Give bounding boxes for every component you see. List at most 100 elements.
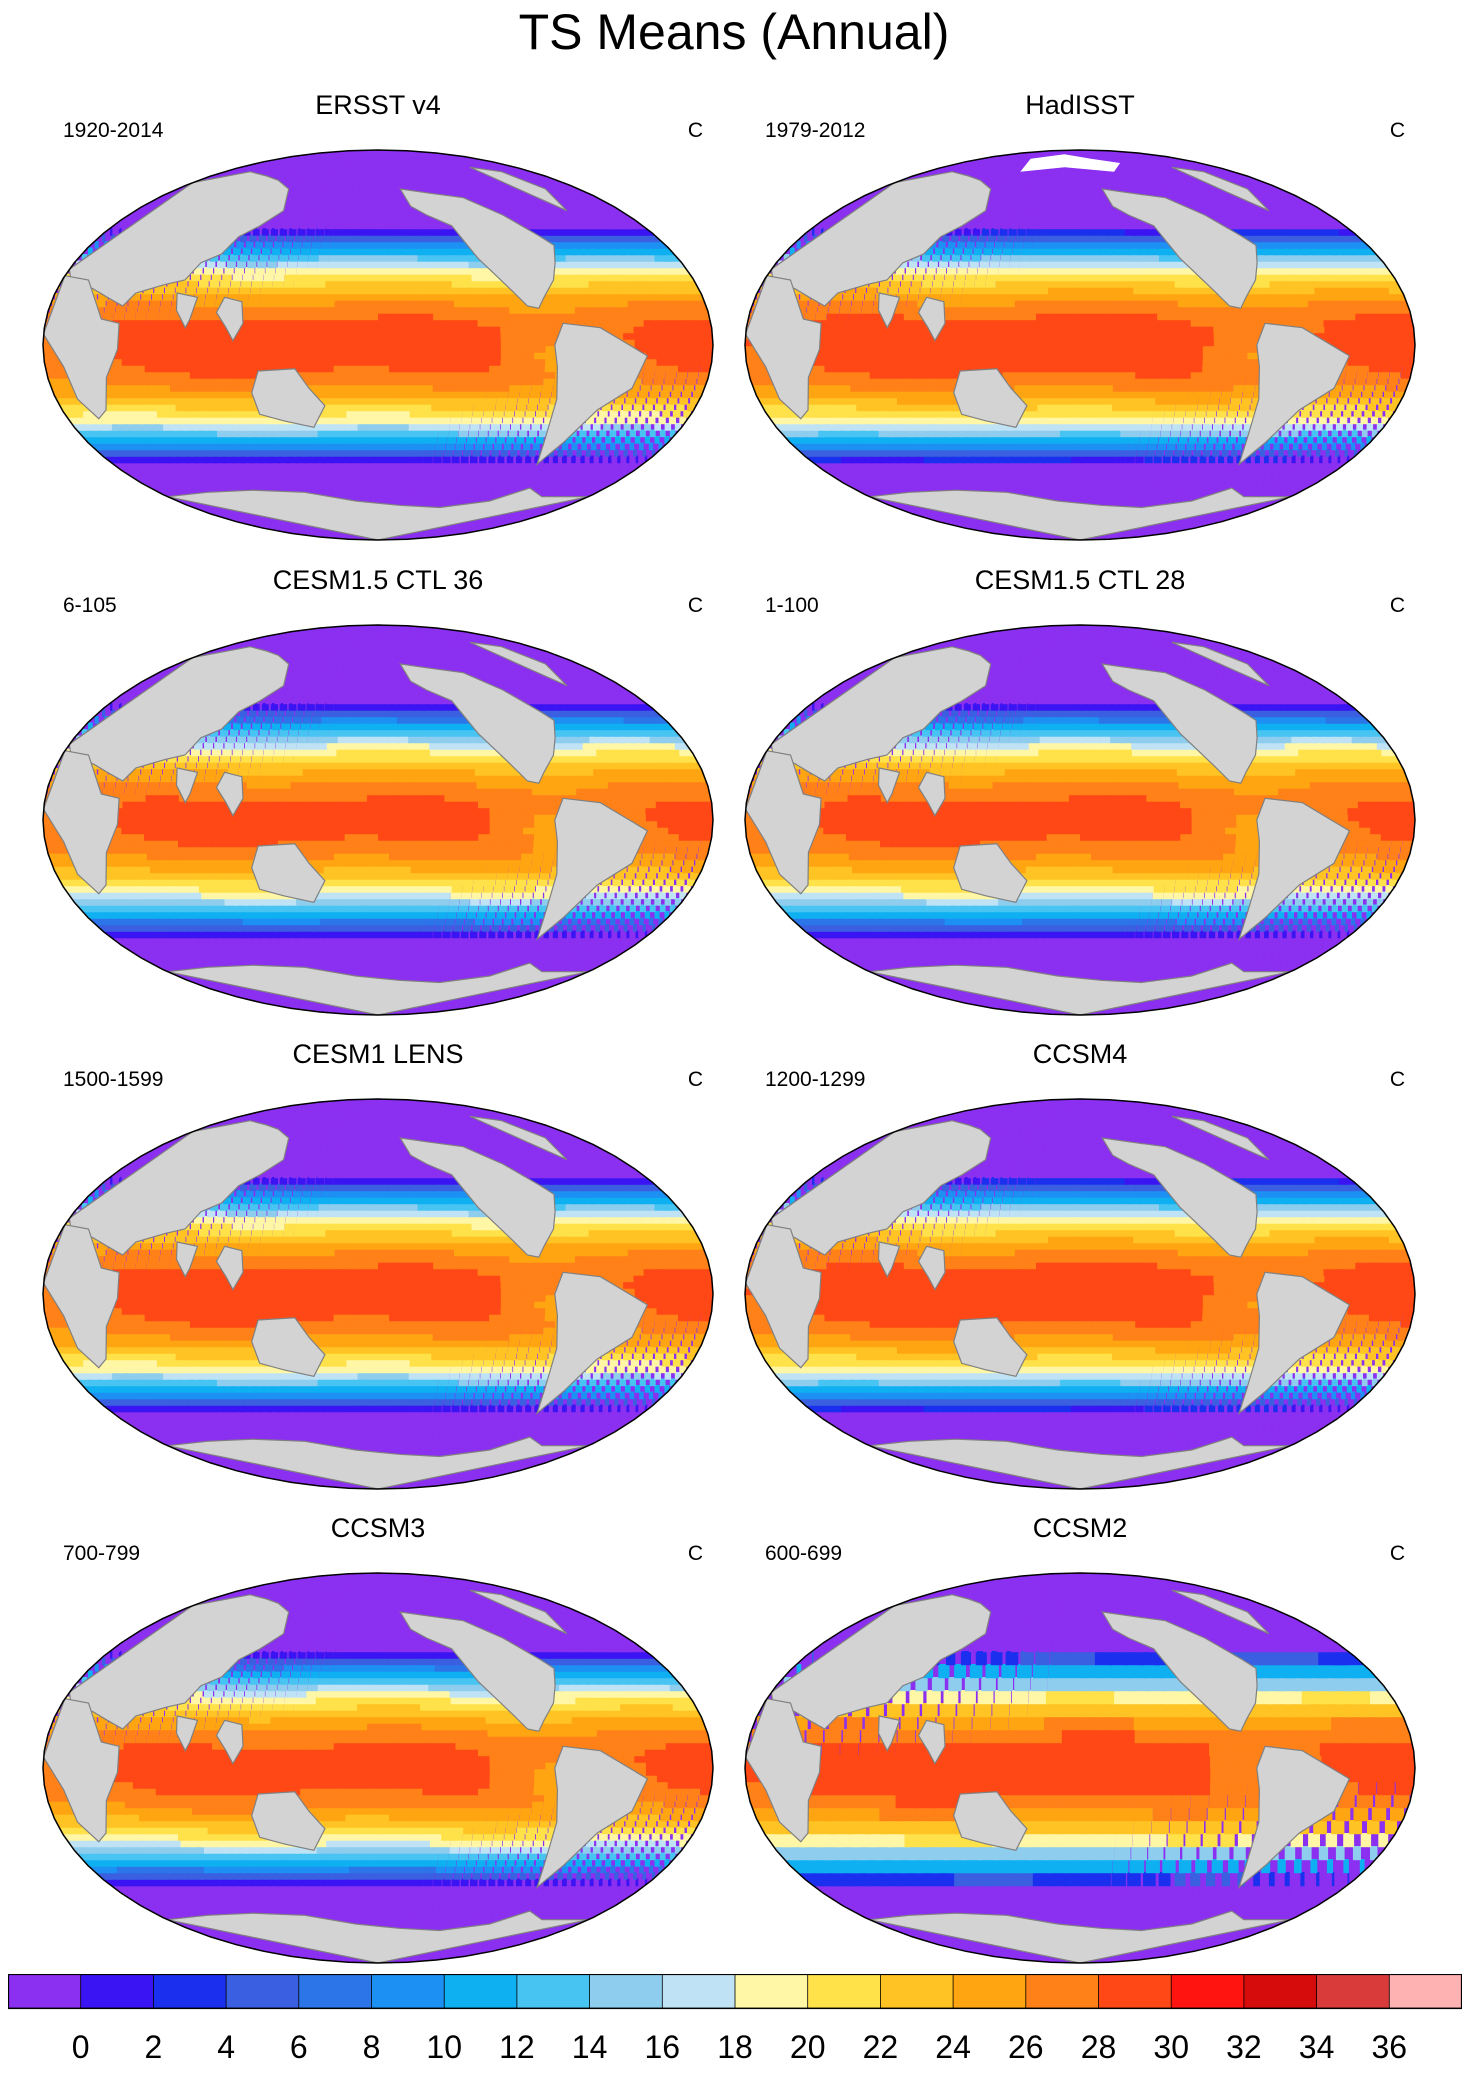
land-north-america: [1101, 1137, 1258, 1258]
ocean-field: [43, 625, 713, 1015]
colorbar-tick-label: 8: [363, 2029, 381, 2065]
land-eurasia: [68, 646, 290, 782]
panel-period: 6-105: [63, 593, 117, 619]
map-panel: CESM1 LENS 1500-1599 C: [28, 1037, 728, 1507]
land-africa: [745, 1698, 822, 1843]
colorbar-swatch: [1316, 1974, 1391, 2009]
colorbar-swatch: [952, 1974, 1027, 2009]
panel-units: C: [1390, 1067, 1405, 1093]
land-se-asia: [215, 1245, 244, 1291]
colorbar-tick-label: 0: [72, 2029, 90, 2065]
ocean-field: [745, 150, 1415, 540]
panel-period: 1500-1599: [63, 1067, 163, 1093]
panel-period: 1920-2014: [63, 118, 163, 144]
map-outline: [744, 624, 1416, 1016]
panel-units: C: [688, 1067, 703, 1093]
colorbar-swatch: [807, 1974, 882, 2009]
map-panel: CCSM4 1200-1299 C: [730, 1037, 1430, 1507]
map-panel: CESM1.5 CTL 28 1-100 C: [730, 563, 1430, 1033]
panel-units: C: [688, 593, 703, 619]
land-eurasia: [770, 1120, 992, 1256]
colorbar-swatch: [734, 1974, 809, 2009]
sst-map: [744, 624, 1416, 1016]
panel-period: 1200-1299: [765, 1067, 865, 1093]
colorbar-swatch: [298, 1974, 373, 2009]
map-panel: CCSM2 600-699 C: [730, 1511, 1430, 1981]
colorbar-swatch: [225, 1974, 300, 2009]
ocean-field: [745, 1573, 1415, 1963]
land-south-america: [535, 322, 649, 466]
colorbar-tick-label: 36: [1372, 2029, 1408, 2065]
sst-map: [42, 1098, 714, 1490]
sst-map: [42, 1572, 714, 1964]
colorbar-swatch: [80, 1974, 155, 2009]
land-se-asia: [917, 1245, 946, 1291]
colorbar-swatch: [371, 1974, 446, 2009]
land-africa: [745, 275, 822, 420]
ocean-field: [745, 1099, 1415, 1489]
land-india: [175, 292, 199, 330]
colorbar-swatch: [1243, 1974, 1318, 2009]
map-panel: HadISST 1979-2012 C: [730, 88, 1430, 558]
land-australia: [953, 368, 1028, 428]
land-greenland: [469, 1589, 568, 1635]
panel-title: CCSM3: [28, 1511, 728, 1545]
land-greenland: [469, 1115, 568, 1161]
land-africa: [745, 1224, 822, 1369]
sst-map: [42, 624, 714, 1016]
colorbar-swatch: [8, 1974, 82, 2009]
sst-map: [744, 1572, 1416, 1964]
land-north-america: [1101, 663, 1258, 784]
panel-units: C: [1390, 593, 1405, 619]
ocean-field: [43, 1099, 713, 1489]
panel-title: CCSM4: [730, 1037, 1430, 1071]
map-outline: [42, 624, 714, 1016]
colorbar-legend: 0 2 4 6 8 10 12 14 16 18 20 22 24 26 28 30 32 34 36: [8, 1974, 1462, 2065]
colorbar-tick-label: 18: [717, 2029, 753, 2065]
colorbar-tick-label: 26: [1008, 2029, 1044, 2065]
colorbar-tick-label: 6: [290, 2029, 308, 2065]
land-africa: [43, 750, 120, 895]
land-north-america: [399, 1611, 556, 1732]
land-africa: [43, 1224, 120, 1369]
panel-title: CCSM2: [730, 1511, 1430, 1545]
colorbar-swatch: [1170, 1974, 1245, 2009]
colorbar-swatch: [1388, 1974, 1462, 2009]
colorbar-tick-label: 34: [1299, 2029, 1335, 2065]
map-panel: ERSST v4 1920-2014 C: [28, 88, 728, 558]
land-eurasia: [770, 1594, 992, 1730]
land-india: [877, 292, 901, 330]
figure-title: TS Means (Annual): [0, 2, 1468, 62]
land-se-asia: [917, 771, 946, 817]
land-australia: [251, 1791, 326, 1851]
land-se-asia: [917, 1719, 946, 1765]
land-south-america: [535, 1271, 649, 1415]
colorbar-tick-label: 14: [572, 2029, 608, 2065]
panel-units: C: [688, 118, 703, 144]
land-north-america: [399, 663, 556, 784]
land-africa: [43, 1698, 120, 1843]
panel-period: 1-100: [765, 593, 819, 619]
colorbar-tick-label: 16: [645, 2029, 681, 2065]
colorbar-tick-label: 4: [217, 2029, 235, 2065]
map-outline: [744, 1098, 1416, 1490]
land-se-asia: [917, 296, 946, 342]
land-south-america: [1237, 322, 1351, 466]
panel-title: CESM1.5 CTL 36: [28, 563, 728, 597]
land-south-america: [1237, 1745, 1351, 1889]
land-north-america: [399, 1137, 556, 1258]
land-australia: [953, 843, 1028, 903]
colorbar-swatch: [589, 1974, 664, 2009]
land-india: [877, 767, 901, 805]
panel-units: C: [1390, 1541, 1405, 1567]
land-south-america: [1237, 797, 1351, 941]
map-outline: [42, 1572, 714, 1964]
land-eurasia: [770, 646, 992, 782]
panel-units: C: [688, 1541, 703, 1567]
land-australia: [251, 1317, 326, 1377]
sst-map: [744, 1098, 1416, 1490]
ocean-field: [43, 1573, 713, 1963]
land-india: [175, 1715, 199, 1753]
colorbar-swatch: [1025, 1974, 1100, 2009]
land-india: [175, 767, 199, 805]
